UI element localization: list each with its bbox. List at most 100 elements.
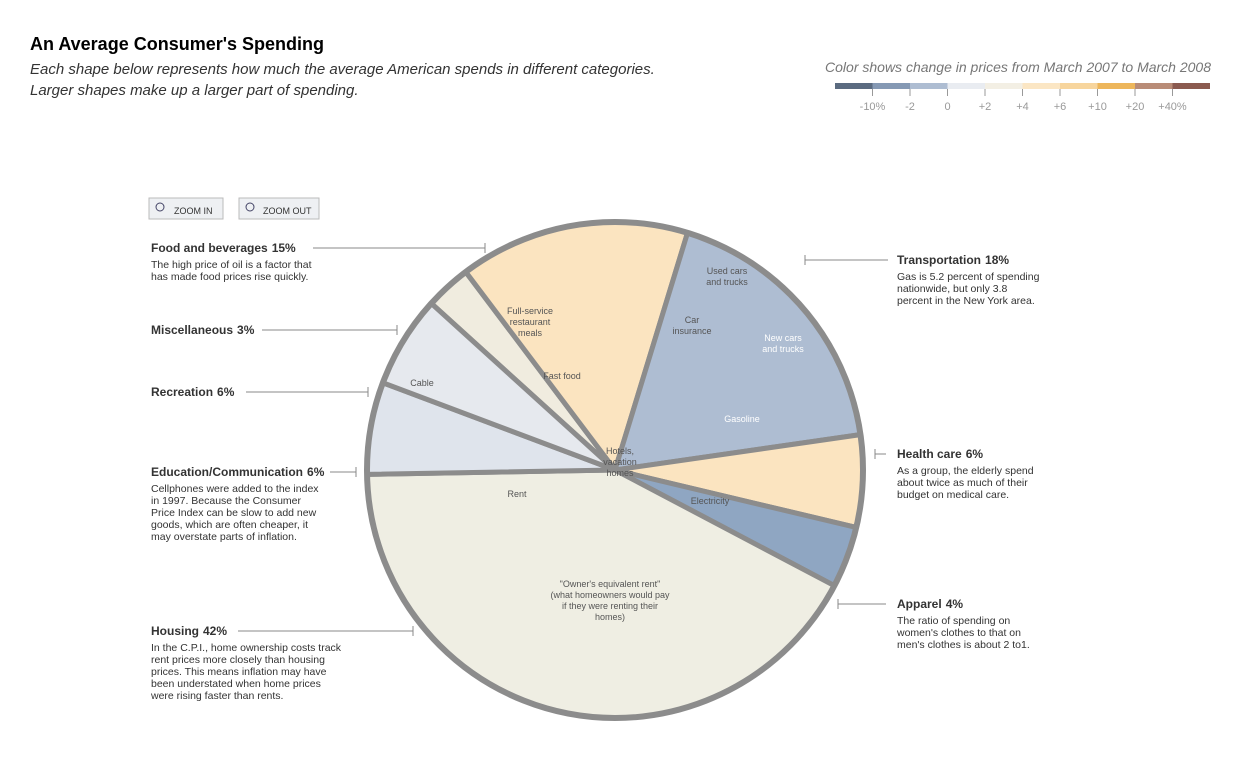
legend-swatch xyxy=(1060,83,1098,89)
annotation-note: women's clothes to that on xyxy=(896,627,1021,639)
annotation-note: Gas is 5.2 percent of spending xyxy=(897,271,1040,283)
annotation-note: In the C.P.I., home ownership costs trac… xyxy=(151,642,342,654)
category-name: Education/Communication xyxy=(151,465,303,479)
cell-label: if they were renting their xyxy=(562,601,658,611)
annotation-note: budget on medical care. xyxy=(897,489,1009,501)
cell-label: Used cars xyxy=(707,266,748,276)
annotation-heading: Education/Communication 6% xyxy=(151,465,325,479)
cell-label: insurance xyxy=(672,326,711,336)
legend-tick-label: -2 xyxy=(905,101,915,113)
category-share: 4% xyxy=(946,597,964,611)
cell-label: homes) xyxy=(595,612,625,622)
category-share: 42% xyxy=(203,624,227,638)
category-share: 6% xyxy=(966,447,984,461)
annotation-heading: Apparel 4% xyxy=(897,597,963,611)
icon xyxy=(155,202,165,212)
category-share: 18% xyxy=(985,253,1009,267)
cell-label: and trucks xyxy=(706,277,748,287)
legend-tick-label: -10% xyxy=(860,101,886,113)
legend-swatch xyxy=(910,83,948,89)
annotation-note: men's clothes is about 2 to1. xyxy=(897,639,1030,651)
cell-label: Full-service xyxy=(507,306,553,316)
annotation-note: The high price of oil is a factor that xyxy=(151,259,312,271)
category-name: Recreation xyxy=(151,385,213,399)
legend-swatch xyxy=(872,83,910,89)
zoom-out-button[interactable]: ZOOM OUT xyxy=(238,197,320,220)
cell-label: Rent xyxy=(507,489,527,499)
subtitle: Larger shapes make up a larger part of s… xyxy=(30,82,359,99)
annotation-note: Cellphones were added to the index xyxy=(151,483,319,495)
annotation-heading: Health care 6% xyxy=(897,447,983,461)
annotation-heading: Miscellaneous 3% xyxy=(151,323,255,337)
category-share: 15% xyxy=(272,241,296,255)
cell-label: meals xyxy=(518,328,543,338)
annotation-note: goods, which are often cheaper, it xyxy=(151,519,308,531)
legend-swatch xyxy=(835,83,873,89)
cell-label: vacation xyxy=(603,457,637,467)
cell-label: Car xyxy=(685,315,700,325)
legend-swatch xyxy=(1135,83,1173,89)
annotation-heading: Transportation 18% xyxy=(897,253,1009,267)
category-share: 3% xyxy=(237,323,255,337)
category-name: Apparel xyxy=(897,597,942,611)
cell-label: and trucks xyxy=(762,344,804,354)
annotation-note: has made food prices rise quickly. xyxy=(151,271,308,283)
legend-swatch xyxy=(947,83,985,89)
legend-title: Color shows change in prices from March … xyxy=(825,59,1211,75)
legend-swatch xyxy=(1172,83,1210,89)
annotation-heading: Housing 42% xyxy=(151,624,227,638)
annotation-note: As a group, the elderly spend xyxy=(897,465,1034,477)
cell-label: Fast food xyxy=(543,371,581,381)
cell-label: restaurant xyxy=(510,317,551,327)
category-share: 6% xyxy=(307,465,325,479)
category-name: Housing xyxy=(151,624,199,638)
cell-label: (what homeowners would pay xyxy=(550,590,670,600)
cell-label: "Owner's equivalent rent" xyxy=(560,579,661,589)
legend-swatch xyxy=(985,83,1023,89)
annotation-note: The ratio of spending on xyxy=(897,615,1010,627)
category-name: Health care xyxy=(897,447,962,461)
category-name: Miscellaneous xyxy=(151,323,233,337)
title: An Average Consumer's Spending xyxy=(30,34,324,54)
annotation-note: prices. This means inflation may have xyxy=(151,666,327,678)
button-label[interactable]: ZOOM IN xyxy=(174,206,213,216)
disc-rim xyxy=(364,219,866,721)
annotation-note: been understated when home prices xyxy=(151,678,321,690)
annotation-note: in 1997. Because the Consumer xyxy=(151,495,302,507)
annotation-note: percent in the New York area. xyxy=(897,295,1035,307)
category-name: Food and beverages xyxy=(151,241,268,255)
cell-label: Electricity xyxy=(691,496,730,506)
annotation-note: rent prices more closely than housing xyxy=(151,654,325,666)
cell-label: Hotels, xyxy=(606,446,634,456)
legend-tick-label: +4 xyxy=(1016,101,1029,113)
annotation-heading: Food and beverages 15% xyxy=(151,241,296,255)
legend-tick-label: +20 xyxy=(1126,101,1145,113)
cell-label: Cable xyxy=(410,378,434,388)
legend-tick-label: 0 xyxy=(944,101,950,113)
annotation-note: Price Index can be slow to add new xyxy=(151,507,317,519)
category-share: 6% xyxy=(217,385,235,399)
legend-swatch xyxy=(1097,83,1135,89)
annotation-note: were rising faster than rents. xyxy=(150,690,283,702)
button-box[interactable] xyxy=(148,197,224,220)
button-label[interactable]: ZOOM OUT xyxy=(263,206,312,216)
annotation-note: about twice as much of their xyxy=(897,477,1028,489)
legend-swatch xyxy=(1022,83,1060,89)
subtitle: Each shape below represents how much the… xyxy=(30,61,655,78)
legend-tick-label: +6 xyxy=(1054,101,1067,113)
annotation-note: nationwide, but only 3.8 xyxy=(897,283,1007,295)
annotation-heading: Recreation 6% xyxy=(151,385,235,399)
button-box[interactable] xyxy=(238,197,320,220)
legend-tick-label: +2 xyxy=(979,101,992,113)
category-name: Transportation xyxy=(897,253,981,267)
legend-tick-label: +10 xyxy=(1088,101,1107,113)
legend-tick-label: +40% xyxy=(1158,101,1187,113)
cell-label: homes xyxy=(606,468,634,478)
cell-label: New cars xyxy=(764,333,802,343)
annotation-note: may overstate parts of inflation. xyxy=(151,531,297,543)
zoom-in-button[interactable]: ZOOM IN xyxy=(148,197,224,220)
cell-label: Gasoline xyxy=(724,414,760,424)
icon xyxy=(245,202,255,212)
